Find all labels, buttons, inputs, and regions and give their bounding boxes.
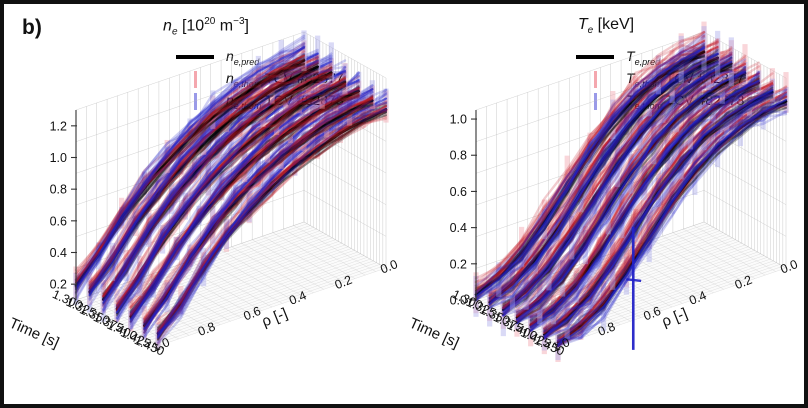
- time-slice-1.325: [487, 30, 721, 327]
- title-units-te: [keV]: [597, 16, 635, 33]
- title-units-exp-ne: 20: [204, 16, 216, 27]
- legend-item-pred-ne: ne,pred: [4, 46, 408, 68]
- ztick-label: 0.4: [450, 221, 467, 235]
- time-slice-1.35: [100, 42, 334, 322]
- data-group: [73, 30, 389, 350]
- ztick-label: 0.8: [450, 149, 467, 163]
- title-units-close-ne: ]: [244, 17, 249, 35]
- ztick-label: 1.0: [450, 113, 467, 127]
- ztick-label: 0.8: [50, 183, 67, 197]
- legend-suffix-2: TCV #82878: [662, 91, 745, 108]
- ztick-label: 0.2: [450, 257, 467, 271]
- ztick-label: 0.0: [450, 294, 467, 308]
- legend-key-line-icon: [572, 55, 618, 59]
- data-group: [473, 21, 789, 362]
- legend-label-pred-te: Te,pred: [626, 48, 660, 67]
- xaxis-title: Time [s]: [6, 315, 61, 352]
- ztick-label: 0.6: [450, 185, 467, 199]
- ytick-label: 0.2: [333, 273, 354, 293]
- legend-key-errorbar-red-icon: [172, 70, 218, 88]
- ztick-label: 0.4: [50, 246, 67, 260]
- legend-key-line-icon: [172, 55, 218, 59]
- legend-key-errorbar-red-icon: [572, 70, 618, 88]
- legend-item-pred-te: Te,pred: [404, 46, 804, 68]
- time-slice-1.45: [555, 72, 789, 362]
- time-slice-1.4: [528, 61, 762, 347]
- ytick-label: 0.2: [733, 273, 754, 293]
- plot-3d-ne: 1.21.00.80.60.40.21.3001.3251.3501.3751.…: [6, 30, 400, 359]
- legend-var-0: T: [626, 47, 635, 64]
- legend-sub-1: e,thom: [233, 78, 262, 89]
- xaxis-title: Time [s]: [406, 315, 461, 352]
- title-subscript-te: e: [587, 25, 594, 37]
- time-slice-1.3: [473, 21, 707, 317]
- time-slice-1.4: [128, 71, 362, 332]
- ytick-label: 0.6: [642, 304, 663, 324]
- title-units-mid-ne: m: [215, 17, 234, 35]
- time-slice-1.425: [141, 80, 375, 340]
- ytick-label: 0.0: [378, 257, 399, 277]
- time-slice-1.45: [155, 88, 389, 350]
- title-variable-te: T: [577, 16, 588, 33]
- panel-electron-density: b) ne [1020 m−3] ne,pred ne,thom TCV #82…: [4, 4, 408, 404]
- title-units-exp2-ne: −3: [233, 16, 245, 27]
- legend-label-pred-ne: ne,pred: [226, 48, 259, 67]
- time-slice-1.325: [87, 35, 321, 313]
- panel-title-ne: ne [1020 m−3]: [4, 16, 408, 38]
- legend-sub-0: e,pred: [634, 56, 661, 67]
- panel-electron-temperature: Te [keV] Te,pred Te,thom TCV #82877 Te,t…: [404, 4, 804, 404]
- time-slice-1.375: [514, 44, 748, 337]
- ztick-label: 0.6: [50, 214, 67, 228]
- title-variable-ne: n: [163, 17, 172, 35]
- ytick-label: 0.4: [687, 288, 708, 308]
- plot-3d-te: 1.00.80.60.40.20.01.3001.3251.3501.3751.…: [406, 21, 800, 362]
- legend-sub-0: e,pred: [233, 56, 260, 67]
- ztick-label: 1.0: [50, 151, 67, 165]
- ztick-label: 0.2: [50, 278, 67, 292]
- ytick-label: 0.6: [242, 304, 263, 324]
- ytick-label: 1.0: [550, 335, 571, 355]
- ytick-label: 0.4: [287, 288, 308, 308]
- panel-letter: b): [22, 16, 42, 39]
- legend-var-0: n: [226, 47, 234, 64]
- legend-sub-2: e,thom: [233, 100, 262, 111]
- ytick-label: 1.0: [150, 335, 171, 355]
- ztick-label: 1.2: [50, 119, 67, 133]
- legend-var-1: n: [226, 69, 234, 86]
- ytick-label: 0.0: [778, 257, 799, 277]
- panel-title-te: Te [keV]: [404, 16, 804, 37]
- title-subscript-ne: e: [171, 26, 178, 38]
- time-slice-1.3: [73, 30, 307, 306]
- time-slice-1.425: [541, 68, 775, 355]
- ytick-label: 0.8: [596, 319, 617, 339]
- time-slice-1.375: [114, 59, 348, 323]
- title-units-open-ne: [10: [181, 17, 205, 35]
- ytick-label: 0.8: [196, 319, 217, 339]
- legend-var-1: T: [626, 69, 635, 86]
